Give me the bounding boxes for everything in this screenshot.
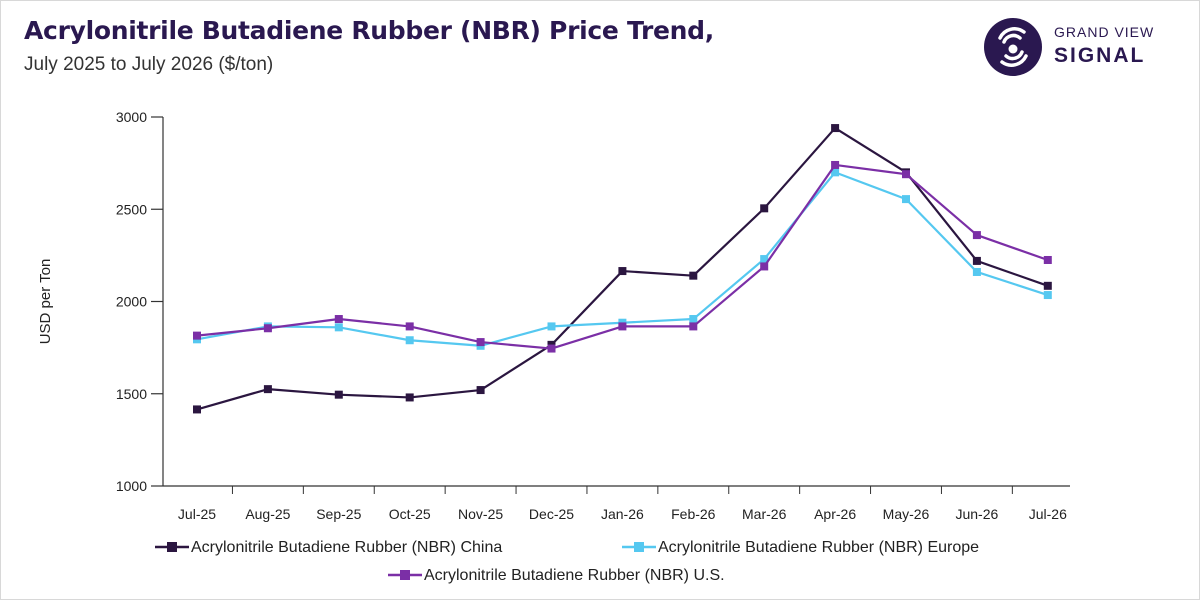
data-point: [689, 322, 698, 331]
series-3: [193, 160, 1052, 353]
data-point: [476, 386, 485, 395]
chart-axes: USD per Ton: [37, 117, 1070, 487]
legend-label: Acrylonitrile Butadiene Rubber (NBR) Chi…: [191, 539, 502, 556]
chart-legend: Acrylonitrile Butadiene Rubber (NBR) Chi…: [155, 539, 979, 584]
data-point: [760, 255, 769, 264]
y-tick-label: 2500: [116, 201, 147, 217]
data-point: [476, 338, 485, 347]
x-tick-label: Jul-26: [1029, 506, 1067, 522]
legend-item-2: Acrylonitrile Butadiene Rubber (NBR) Eur…: [622, 539, 979, 556]
legend-label: Acrylonitrile Butadiene Rubber (NBR) U.S…: [424, 567, 725, 584]
data-point: [263, 385, 272, 394]
x-tick-label: Mar-26: [742, 506, 787, 522]
data-point: [831, 160, 840, 169]
data-point: [1043, 281, 1052, 290]
data-point: [334, 315, 343, 324]
brand-name-top: GRAND VIEW: [1054, 24, 1155, 40]
x-tick-label: Dec-25: [529, 506, 574, 522]
data-point: [831, 124, 840, 133]
legend-marker: [400, 570, 410, 580]
x-tick-label: May-26: [883, 506, 930, 522]
data-point: [405, 393, 414, 402]
legend-item-1: Acrylonitrile Butadiene Rubber (NBR) Chi…: [155, 539, 502, 556]
x-tick-label: Jan-26: [601, 506, 644, 522]
data-point: [902, 195, 910, 204]
chart-ticks: 1000 1500 2000 2500 3000 Jul-25 Aug-25 Sep-25 Oc…: [116, 109, 1067, 522]
data-point: [972, 231, 981, 240]
series-1: [193, 124, 1052, 414]
x-tick-label: Feb-26: [671, 506, 716, 522]
y-tick-label: 1000: [116, 478, 147, 494]
data-point: [1043, 291, 1052, 300]
legend-marker: [167, 542, 177, 552]
radar-signal-icon: [984, 18, 1042, 76]
x-tick-label: Apr-26: [814, 506, 856, 522]
data-point: [405, 322, 414, 331]
x-tick-label: Aug-25: [245, 506, 290, 522]
data-point: [972, 267, 981, 276]
y-tick-label: 1500: [116, 386, 147, 402]
data-point: [760, 204, 769, 213]
x-tick-label: Jul-25: [178, 506, 216, 522]
data-point: [689, 315, 698, 324]
x-tick-label: Jun-26: [955, 506, 998, 522]
chart-title: Acrylonitrile Butadiene Rubber (NBR) Pri…: [24, 16, 714, 45]
brand-name-bottom: SIGNAL: [1054, 44, 1146, 67]
y-axis-label: USD per Ton: [37, 259, 54, 345]
data-point: [193, 405, 201, 414]
legend-item-3: Acrylonitrile Butadiene Rubber (NBR) U.S…: [388, 567, 725, 584]
data-point: [689, 271, 698, 280]
brand-logo: GRAND VIEW SIGNAL: [984, 18, 1174, 78]
data-point: [405, 336, 414, 345]
x-tick-label: Oct-25: [389, 506, 431, 522]
chart-subtitle: July 2025 to July 2026 ($/ton): [24, 54, 274, 75]
legend-marker: [634, 542, 644, 552]
legend-label: Acrylonitrile Butadiene Rubber (NBR) Eur…: [658, 539, 979, 556]
data-point: [334, 390, 343, 399]
data-point: [972, 256, 981, 265]
data-point: [1043, 255, 1052, 264]
x-tick-label: Sep-25: [316, 506, 361, 522]
data-point: [263, 324, 272, 333]
y-tick-label: 2000: [116, 294, 147, 310]
chart-series: [193, 124, 1052, 414]
data-point: [831, 168, 840, 177]
data-point: [618, 322, 627, 331]
x-tick-label: Nov-25: [458, 506, 503, 522]
data-point: [547, 344, 556, 353]
y-tick-label: 3000: [116, 109, 147, 125]
data-point: [193, 331, 201, 340]
data-point: [760, 262, 769, 271]
data-point: [902, 170, 910, 179]
data-point: [334, 323, 343, 332]
data-point: [618, 267, 627, 276]
data-point: [547, 322, 556, 331]
